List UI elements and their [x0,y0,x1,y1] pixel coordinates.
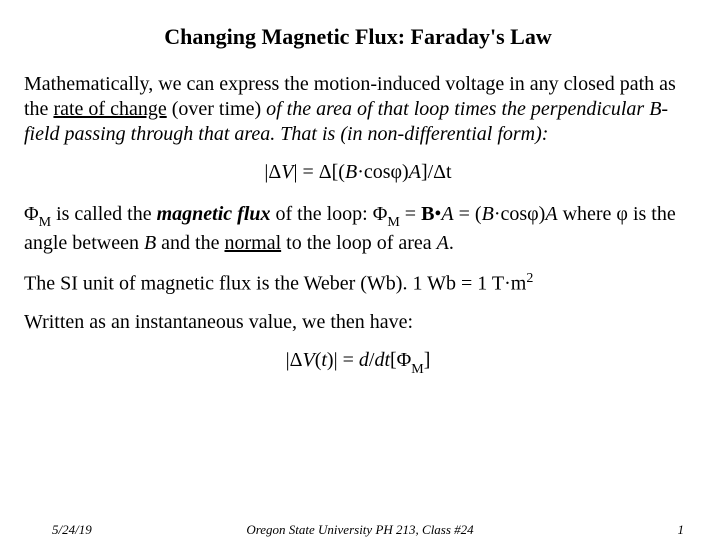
text: ·cosφ) [357,161,409,183]
text: ] [424,349,431,371]
text-italic: A [545,203,557,225]
text: and the [156,232,224,254]
equation-1: |ΔV| = Δ[(B·cosφ)A]/Δt [24,161,692,184]
subscript: M [39,215,51,230]
text-underline: rate of change [53,98,166,120]
text: of the loop: Φ [271,203,388,225]
text: = ( [454,203,482,225]
text-italic: B [144,232,156,254]
paragraph-instantaneous: Written as an instantaneous value, we th… [24,310,692,335]
text-italic: V [302,349,314,371]
text-underline: normal [224,232,281,254]
text-italic: B [482,203,494,225]
paragraph-flux: ΦM is called the magnetic flux of the lo… [24,202,692,256]
text-italic: A [437,232,449,254]
text: Φ [24,203,39,225]
equation-2: |ΔV(t)| = d/dt[ΦM] [24,349,692,376]
text-italic: V [281,161,293,183]
subscript: M [387,215,399,230]
text-italic: A [409,161,421,183]
text: . [449,232,454,254]
text: = [400,203,421,225]
footer-source: Oregon State University PH 213, Class #2… [0,522,720,538]
footer-page-number: 1 [678,522,685,538]
text-italic: B [345,161,357,183]
text: | = Δ[( [294,161,345,183]
paragraph-unit: The SI unit of magnetic flux is the Webe… [24,270,692,297]
subscript: M [411,362,423,377]
text: ·cosφ) [494,203,546,225]
text: )| = [327,349,359,371]
text-italic: A [441,203,453,225]
text: |Δ [264,161,281,183]
superscript: 2 [526,271,533,286]
text-bolditalic: magnetic flux [157,203,271,225]
slide-page: Changing Magnetic Flux: Faraday's Law Ma… [0,0,720,540]
text: is called the [51,203,157,225]
text-italic: d [359,349,369,371]
text-italic: d [374,349,384,371]
text-bold: B [421,203,434,225]
paragraph-intro: Mathematically, we can express the motio… [24,72,692,147]
slide-title: Changing Magnetic Flux: Faraday's Law [24,24,692,50]
text: The SI unit of magnetic flux is the Webe… [24,272,526,294]
text: [Φ [390,349,411,371]
text: (over time) [167,98,266,120]
text: ]/Δt [421,161,452,183]
text: to the loop of area [281,232,437,254]
text: |Δ [286,349,303,371]
